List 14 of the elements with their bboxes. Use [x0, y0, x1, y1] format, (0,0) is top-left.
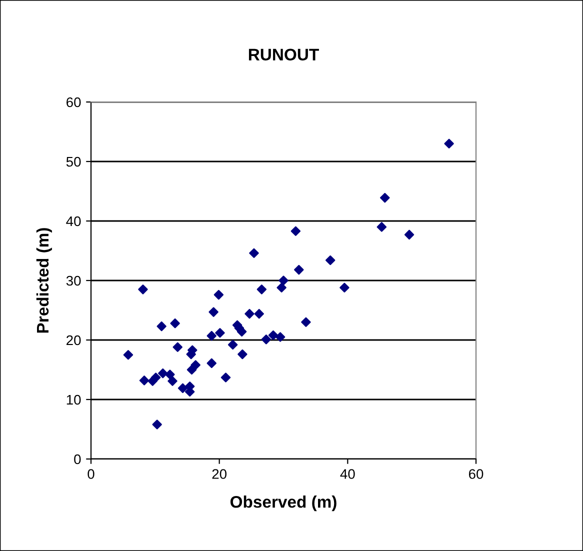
x-axis-title: Observed (m)	[230, 496, 336, 512]
x-tick-label: 60	[468, 469, 484, 479]
x-tick-label: 0	[88, 469, 94, 479]
y-tick-label: 60	[66, 97, 81, 108]
y-tick-label: 50	[66, 156, 81, 167]
y-tick-label: 40	[66, 216, 81, 226]
y-tick-label: 30	[66, 276, 81, 286]
y-tick-label: 0	[74, 454, 81, 464]
y-tick-label: 20	[66, 335, 81, 346]
x-tick-label: 40	[340, 469, 355, 479]
x-tick-label: 20	[212, 469, 227, 479]
y-tick-label: 10	[66, 394, 81, 405]
y-axis-title: Predicted (m)	[36, 228, 52, 333]
chart-title: RUNOUT	[248, 48, 319, 60]
